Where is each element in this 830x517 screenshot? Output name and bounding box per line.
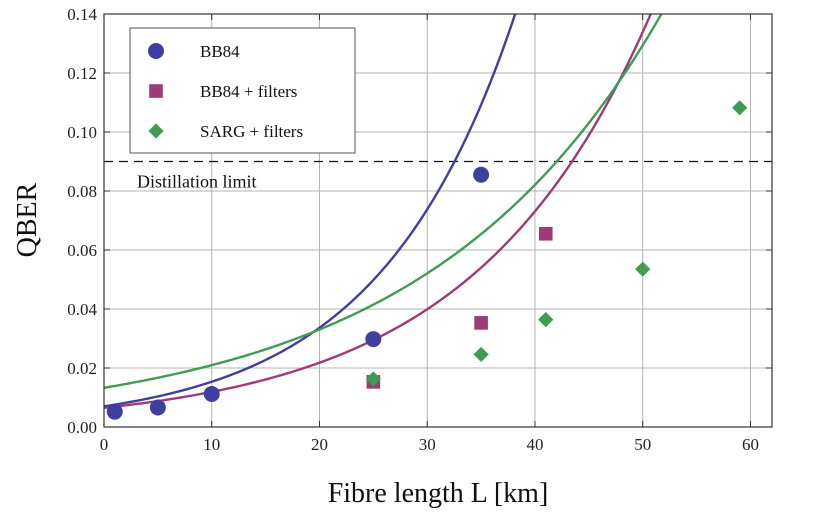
distillation-limit-label: Distillation limit	[137, 172, 257, 192]
fit-curve-bb84	[104, 14, 517, 408]
x-tick-label: 20	[311, 435, 328, 454]
legend-marker-bb84	[148, 43, 164, 59]
data-point-sarg-filters	[635, 261, 651, 277]
legend-marker-bb84-filters	[149, 84, 163, 98]
x-tick-label: 30	[419, 435, 436, 454]
x-tick-label: 40	[526, 435, 543, 454]
y-tick-label: 0.06	[67, 241, 97, 260]
data-point-bb84-filters	[538, 226, 553, 241]
data-point-sarg-filters	[365, 371, 381, 387]
data-point-sarg-filters	[538, 312, 554, 328]
data-point-bb84	[473, 166, 490, 183]
x-tick-label: 50	[634, 435, 651, 454]
y-tick-label: 0.08	[67, 182, 97, 201]
data-markers	[106, 100, 748, 420]
y-tick-label: 0.14	[67, 5, 97, 24]
x-axis-title: Fibre length L [km]	[328, 478, 549, 509]
x-tick-label: 60	[742, 435, 759, 454]
y-tick-label: 0.10	[67, 123, 97, 142]
legend-label-bb84-filters: BB84 + filters	[200, 82, 297, 101]
y-tick-label: 0.00	[67, 418, 97, 437]
data-point-sarg-filters	[732, 100, 748, 116]
y-tick-label: 0.12	[67, 64, 97, 83]
plot-frame	[103, 13, 773, 428]
legend-label-sarg-filters: SARG + filters	[200, 122, 303, 141]
y-tick-label: 0.04	[67, 300, 97, 319]
legend-marker-sarg-filters	[148, 123, 164, 139]
fit-curve-sarg-filters	[104, 14, 663, 389]
data-point-bb84-filters	[474, 316, 488, 330]
axis-ticks: 0 10 20 30 40 50 60 0.00 0.02 0.04 0.06 0.08 0.10 0.1…	[67, 5, 772, 454]
y-tick-label: 0.02	[67, 359, 97, 378]
data-point-sarg-filters	[473, 346, 489, 363]
data-point-bb84	[106, 403, 123, 420]
x-tick-label: 10	[203, 435, 220, 454]
x-tick-label: 0	[100, 435, 109, 454]
y-axis-title: QBER	[12, 182, 43, 257]
data-point-bb84	[149, 399, 166, 416]
legend-box	[129, 27, 356, 154]
data-point-bb84	[365, 331, 382, 348]
reference-line-group: Distillation limit	[104, 160, 772, 192]
data-point-bb84	[203, 385, 220, 402]
legend-label-bb84: BB84	[200, 42, 240, 61]
legend: BB84 BB84 + filters SARG + filters	[129, 27, 356, 154]
